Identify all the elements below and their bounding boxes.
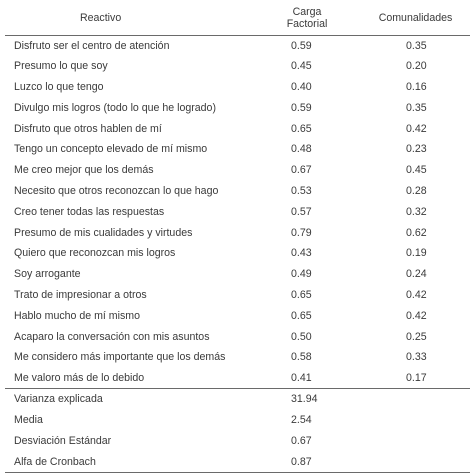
carga-factorial-cell: 0.79 (291, 226, 312, 239)
item-cell: Luzco lo que tengo (14, 80, 104, 93)
table-row: Hablo mucho de mí mismo 0.65 0.42 (5, 305, 470, 326)
table-row: Disfruto que otros hablen de mí 0.65 0.42 (5, 118, 470, 139)
summary-body: Varianza explicada 31.94 Media 2.54 Desviaci… (5, 389, 470, 473)
item-cell: Me considero más importante que los demá… (14, 351, 226, 364)
table-row: Acaparo la conversación con mis asuntos 0… (5, 326, 470, 347)
table-header: Reactivo Carga Factorial Comunalidades (5, 3, 470, 36)
table-row: Luzco lo que tengo 0.40 0.16 (5, 77, 470, 98)
comunalidad-cell: 0.42 (406, 122, 427, 135)
comunalidad-cell: 0.33 (406, 351, 427, 364)
comunalidad-cell: 0.32 (406, 205, 427, 218)
item-cell: Quiero que reconozcan mis logros (14, 247, 176, 260)
comunalidad-cell: 0.42 (406, 309, 427, 322)
comunalidad-cell: 0.62 (406, 226, 427, 239)
item-cell: Soy arrogante (14, 268, 81, 281)
comunalidad-cell: 0.35 (406, 39, 427, 52)
summary-empty-cell (361, 451, 470, 473)
table-row: Presumo lo que soy 0.45 0.20 (5, 56, 470, 77)
summary-value: 0.67 (291, 435, 312, 448)
table-row: Creo tener todas las respuestas 0.57 0.32 (5, 201, 470, 222)
header-carga-line2: Factorial (286, 18, 328, 31)
summary-empty-cell (361, 431, 470, 452)
table-row: Quiero que reconozcan mis logros 0.43 0.19 (5, 243, 470, 264)
factor-analysis-table: Reactivo Carga Factorial Comunalidades D… (5, 3, 470, 473)
summary-label: Varianza explicada (14, 393, 103, 406)
item-cell: Disfruto ser el centro de atención (14, 39, 170, 52)
comunalidad-cell: 0.25 (406, 330, 427, 343)
table-row: Divulgo mis logros (todo lo que he logra… (5, 97, 470, 118)
item-cell: Presumo lo que soy (14, 60, 108, 73)
table-row: Presumo de mis cualidades y virtudes 0.79… (5, 222, 470, 243)
item-cell: Me creo mejor que los demás (14, 164, 154, 177)
item-cell: Tengo un concepto elevado de mí mismo (14, 143, 208, 156)
carga-factorial-cell: 0.65 (291, 309, 312, 322)
header-carga-line1: Carga (292, 5, 322, 18)
comunalidad-cell: 0.42 (406, 288, 427, 301)
carga-factorial-cell: 0.65 (291, 288, 312, 301)
carga-factorial-cell: 0.65 (291, 122, 312, 135)
item-cell: Presumo de mis cualidades y virtudes (14, 226, 193, 239)
comunalidad-cell: 0.23 (406, 143, 427, 156)
table-row: Me considero más importante que los demá… (5, 347, 470, 368)
header-comunalidades: Comunalidades (361, 3, 470, 36)
item-cell: Acaparo la conversación con mis asuntos (14, 330, 210, 343)
item-cell: Disfruto que otros hablen de mí (14, 122, 162, 135)
comunalidad-cell: 0.16 (406, 80, 427, 93)
table-row: Trato de impresionar a otros 0.65 0.42 (5, 285, 470, 306)
items-body: Disfruto ser el centro de atención 0.59 0.… (5, 35, 470, 390)
carga-factorial-cell: 0.43 (291, 247, 312, 260)
carga-factorial-cell: 0.50 (291, 330, 312, 343)
carga-factorial-cell: 0.53 (291, 184, 312, 197)
carga-factorial-cell: 0.45 (291, 60, 312, 73)
summary-label: Media (14, 414, 43, 427)
comunalidad-cell: 0.35 (406, 101, 427, 114)
carga-factorial-cell: 0.67 (291, 164, 312, 177)
item-cell: Creo tener todas las respuestas (14, 205, 165, 218)
summary-value: 2.54 (291, 414, 312, 427)
carga-factorial-cell: 0.41 (253, 367, 361, 390)
item-cell: Necesito que otros reconozcan lo que hag… (14, 184, 219, 197)
table-row: Necesito que otros reconozcan lo que hag… (5, 181, 470, 202)
carga-factorial-cell: 0.58 (291, 351, 312, 364)
comunalidad-cell: 0.45 (406, 164, 427, 177)
carga-factorial-cell: 0.49 (291, 268, 312, 281)
comunalidad-cell: 0.19 (406, 247, 427, 260)
summary-label: Desviación Estándar (14, 435, 112, 448)
item-cell: Hablo mucho de mí mismo (14, 309, 140, 322)
carga-factorial-cell: 0.59 (291, 39, 312, 52)
comunalidad-cell: 0.17 (361, 367, 470, 390)
summary-empty-cell (361, 410, 470, 431)
carga-factorial-cell: 0.48 (291, 143, 312, 156)
table-row: Me valoro más de lo debido 0.41 0.17 (5, 367, 470, 390)
item-cell: Divulgo mis logros (todo lo que he logra… (14, 101, 216, 114)
table-row: Me creo mejor que los demás 0.67 0.45 (5, 160, 470, 181)
comunalidad-cell: 0.28 (406, 184, 427, 197)
table-row: Disfruto ser el centro de atención 0.59 0.… (5, 35, 470, 56)
comunalidad-cell: 0.20 (406, 60, 427, 73)
summary-row: Desviación Estándar 0.67 (5, 431, 470, 452)
item-cell: Trato de impresionar a otros (14, 288, 147, 301)
table-row: Soy arrogante 0.49 0.24 (5, 264, 470, 285)
header-reactivo: Reactivo (5, 3, 253, 36)
item-cell: Me valoro más de lo debido (5, 367, 253, 390)
comunalidad-cell: 0.24 (406, 268, 427, 281)
summary-label: Alfa de Cronbach (5, 451, 253, 473)
summary-row: Varianza explicada 31.94 (5, 389, 470, 410)
summary-value: 31.94 (291, 393, 318, 406)
header-row: Reactivo Carga Factorial Comunalidades (5, 3, 470, 36)
header-carga-factorial: Carga Factorial (253, 3, 361, 36)
table-row: Tengo un concepto elevado de mí mismo 0.4… (5, 139, 470, 160)
carga-factorial-cell: 0.40 (291, 80, 312, 93)
carga-factorial-cell: 0.57 (291, 205, 312, 218)
summary-row: Media 2.54 (5, 410, 470, 431)
summary-row: Alfa de Cronbach 0.87 (5, 451, 470, 473)
summary-value: 0.87 (253, 451, 361, 473)
summary-empty-cell (361, 389, 470, 410)
carga-factorial-cell: 0.59 (291, 101, 312, 114)
